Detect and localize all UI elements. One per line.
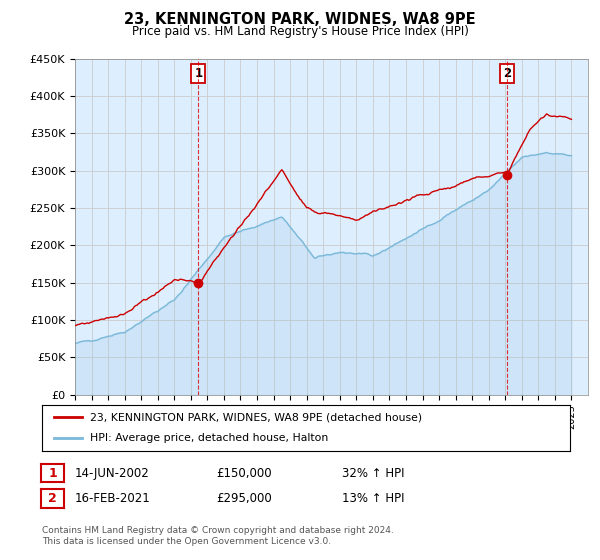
Text: 2: 2: [503, 67, 511, 81]
Text: Price paid vs. HM Land Registry's House Price Index (HPI): Price paid vs. HM Land Registry's House …: [131, 25, 469, 38]
Text: 23, KENNINGTON PARK, WIDNES, WA8 9PE: 23, KENNINGTON PARK, WIDNES, WA8 9PE: [124, 12, 476, 27]
Text: Contains HM Land Registry data © Crown copyright and database right 2024.
This d: Contains HM Land Registry data © Crown c…: [42, 526, 394, 546]
Text: 14-JUN-2002: 14-JUN-2002: [75, 466, 150, 480]
Text: 2: 2: [49, 492, 57, 505]
Text: 1: 1: [194, 67, 202, 81]
Text: 13% ↑ HPI: 13% ↑ HPI: [342, 492, 404, 505]
Text: £150,000: £150,000: [216, 466, 272, 480]
Text: £295,000: £295,000: [216, 492, 272, 505]
Text: 16-FEB-2021: 16-FEB-2021: [75, 492, 151, 505]
Text: 1: 1: [49, 466, 57, 480]
Text: 23, KENNINGTON PARK, WIDNES, WA8 9PE (detached house): 23, KENNINGTON PARK, WIDNES, WA8 9PE (de…: [89, 412, 422, 422]
Text: 32% ↑ HPI: 32% ↑ HPI: [342, 466, 404, 480]
Text: HPI: Average price, detached house, Halton: HPI: Average price, detached house, Halt…: [89, 433, 328, 444]
